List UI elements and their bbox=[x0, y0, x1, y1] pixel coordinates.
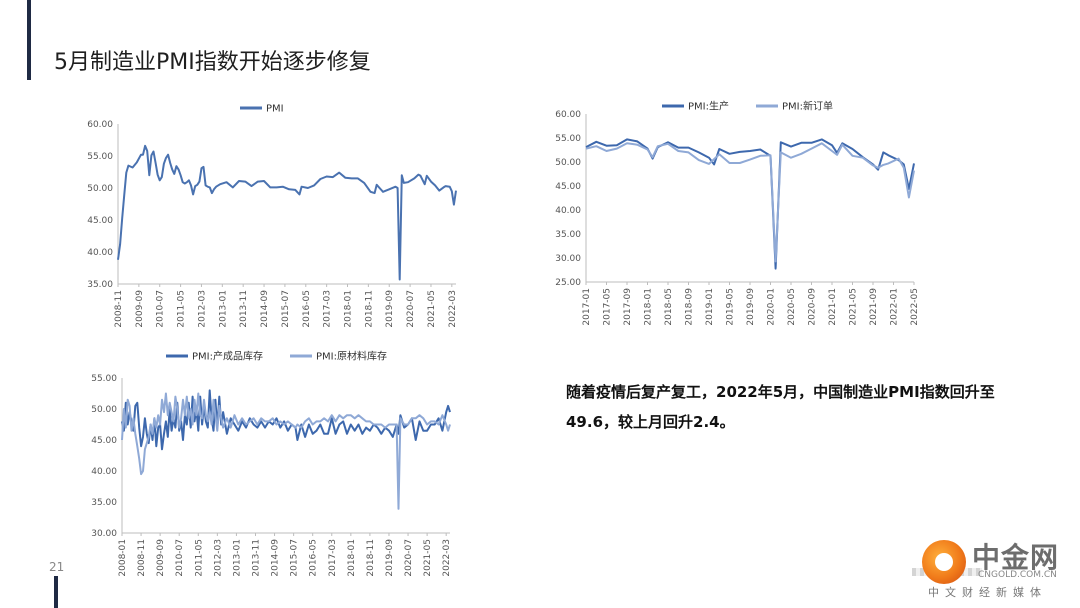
x-tick-label: 2008-11 bbox=[114, 290, 124, 328]
x-tick-label: 2020-01 bbox=[767, 288, 777, 326]
x-tick-label: 2020-07 bbox=[404, 539, 414, 577]
slide-title: 5月制造业PMI指数开始逐步修复 bbox=[54, 50, 371, 75]
x-tick-label: 2020-05 bbox=[787, 288, 797, 326]
x-tick-label: 2017-03 bbox=[323, 290, 333, 328]
x-tick-label: 2022-05 bbox=[910, 288, 920, 326]
x-tick-label: 2011-05 bbox=[194, 539, 204, 577]
x-tick-label: 2022-03 bbox=[448, 290, 458, 328]
logo-tagline: 中文财经新媒体 bbox=[928, 586, 1047, 599]
x-tick-label: 2018-01 bbox=[344, 290, 354, 328]
x-tick-label: 2016-05 bbox=[302, 290, 312, 328]
x-tick-label: 2013-11 bbox=[251, 539, 261, 577]
y-tick-label: 55.00 bbox=[555, 134, 581, 144]
x-tick-label: 2020-09 bbox=[808, 288, 818, 326]
legend-label: PMI:产成品库存 bbox=[192, 350, 263, 363]
series-line-1 bbox=[117, 144, 457, 281]
legend-label: PMI:原材料库存 bbox=[316, 350, 387, 363]
summary-text: 随着疫情后复产复工，2022年5月，中国制造业PMI指数回升至49.6，较上月回… bbox=[566, 383, 995, 431]
y-tick-label: 60.00 bbox=[87, 120, 113, 130]
x-tick-label: 2013-01 bbox=[232, 539, 242, 577]
y-tick-label: 25.00 bbox=[555, 278, 581, 288]
x-tick-label: 2019-09 bbox=[385, 539, 395, 577]
series-line-2 bbox=[585, 142, 915, 263]
slide-accent-bar-bottom bbox=[54, 576, 58, 608]
x-tick-label: 2012-03 bbox=[213, 539, 223, 577]
x-tick-label: 2019-09 bbox=[385, 290, 395, 328]
y-tick-label: 60.00 bbox=[555, 110, 581, 120]
logo-name: 中金网 bbox=[972, 541, 1060, 574]
y-tick-label: 35.00 bbox=[555, 230, 581, 240]
x-tick-label: 2018-01 bbox=[644, 288, 654, 326]
x-tick-label: 2014-09 bbox=[271, 539, 281, 577]
x-tick-label: 2013-11 bbox=[239, 290, 249, 328]
x-tick-label: 2018-05 bbox=[664, 288, 674, 326]
x-tick-label: 2013-01 bbox=[218, 290, 228, 328]
x-tick-label: 2020-07 bbox=[406, 290, 416, 328]
logo-domain: CNGOLD.COM.CN bbox=[978, 570, 1057, 580]
x-tick-label: 2017-09 bbox=[623, 288, 633, 326]
y-tick-label: 30.00 bbox=[91, 529, 117, 539]
series-line-2 bbox=[121, 392, 451, 510]
slide-accent-bar-top bbox=[27, 0, 31, 80]
y-tick-label: 50.00 bbox=[555, 158, 581, 168]
logo-emblem-icon bbox=[922, 540, 966, 584]
x-tick-label: 2015-07 bbox=[290, 539, 300, 577]
page-number: 21 bbox=[49, 560, 65, 574]
x-tick-label: 2018-09 bbox=[685, 288, 695, 326]
y-tick-label: 45.00 bbox=[87, 216, 113, 226]
chart-pmi: 35.00 40.00 45.00 50.00 55.00 60.00 2008-11 200… bbox=[87, 104, 458, 328]
x-tick-label: 2016-05 bbox=[309, 539, 319, 577]
y-tick-label: 55.00 bbox=[87, 152, 113, 162]
x-tick-label: 2015-07 bbox=[281, 290, 291, 328]
x-tick-label: 2017-05 bbox=[603, 288, 613, 326]
x-tick-label: 2018-11 bbox=[366, 539, 376, 577]
y-tick-label: 50.00 bbox=[91, 405, 117, 415]
x-tick-label: 2022-03 bbox=[442, 539, 452, 577]
x-tick-label: 2009-09 bbox=[156, 539, 166, 577]
y-tick-label: 35.00 bbox=[87, 280, 113, 290]
x-tick-label: 2008-11 bbox=[137, 539, 147, 577]
x-tick-label: 2019-01 bbox=[705, 288, 715, 326]
legend-label: PMI:新订单 bbox=[782, 100, 833, 113]
brand-logo: 中金网 CNGOLD.COM.CN 中文财经新媒体 bbox=[900, 532, 1080, 608]
y-tick-label: 30.00 bbox=[555, 254, 581, 264]
y-tick-label: 45.00 bbox=[91, 436, 117, 446]
legend-label: PMI:生产 bbox=[688, 100, 729, 113]
y-tick-label: 40.00 bbox=[87, 248, 113, 258]
x-tick-label: 2017-03 bbox=[328, 539, 338, 577]
legend-label: PMI bbox=[266, 104, 284, 115]
y-tick-label: 35.00 bbox=[91, 498, 117, 508]
x-tick-label: 2018-01 bbox=[347, 539, 357, 577]
x-tick-label: 2019-09 bbox=[746, 288, 756, 326]
x-tick-label: 2011-05 bbox=[177, 290, 187, 328]
x-tick-label: 2017-01 bbox=[582, 288, 592, 326]
x-tick-label: 2010-07 bbox=[156, 290, 166, 328]
y-tick-label: 50.00 bbox=[87, 184, 113, 194]
x-tick-label: 2021-05 bbox=[849, 288, 859, 326]
chart-pmi-inventories: 30.00 35.00 40.00 45.00 50.00 55.00 2008-01 200… bbox=[91, 350, 452, 577]
x-tick-label: 2018-11 bbox=[364, 290, 374, 328]
chart-pmi-production-orders: 25.00 30.00 35.00 40.00 45.00 50.00 55.00 60.00… bbox=[555, 100, 920, 326]
x-tick-label: 2010-07 bbox=[175, 539, 185, 577]
x-tick-label: 2021-05 bbox=[423, 539, 433, 577]
y-tick-label: 55.00 bbox=[91, 374, 117, 384]
x-tick-label: 2008-01 bbox=[118, 539, 128, 577]
x-tick-label: 2019-05 bbox=[726, 288, 736, 326]
y-tick-label: 40.00 bbox=[91, 467, 117, 477]
x-tick-label: 2021-05 bbox=[427, 290, 437, 328]
y-tick-label: 45.00 bbox=[555, 182, 581, 192]
x-tick-label: 2014-09 bbox=[260, 290, 270, 328]
y-tick-label: 40.00 bbox=[555, 206, 581, 216]
x-tick-label: 2021-01 bbox=[828, 288, 838, 326]
x-tick-label: 2022-01 bbox=[890, 288, 900, 326]
x-tick-label: 2012-03 bbox=[197, 290, 207, 328]
series-line-1 bbox=[121, 389, 451, 451]
x-tick-label: 2021-09 bbox=[869, 288, 879, 326]
x-tick-label: 2009-09 bbox=[135, 290, 145, 328]
